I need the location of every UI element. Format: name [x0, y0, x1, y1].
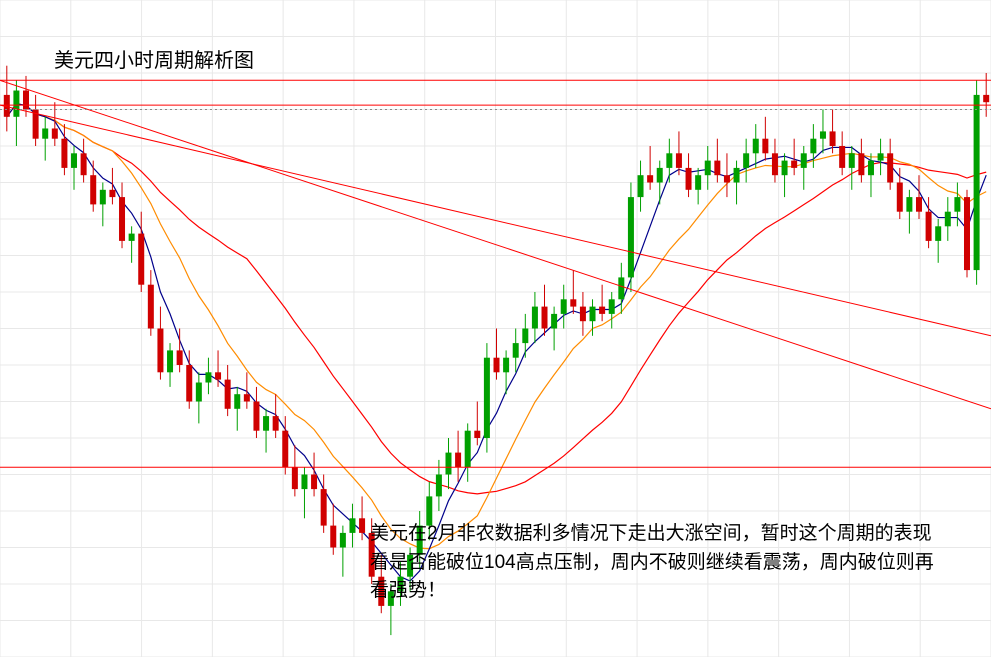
chart-container: 美元四小时周期解析图 美元在2月非农数据利多情况下走出大涨空间，暂时这个周期的表… — [0, 0, 991, 657]
chart-annotation: 美元在2月非农数据利多情况下走出大涨空间，暂时这个周期的表现看是否能破位104高… — [370, 520, 950, 606]
chart-title: 美元四小时周期解析图 — [54, 44, 254, 73]
